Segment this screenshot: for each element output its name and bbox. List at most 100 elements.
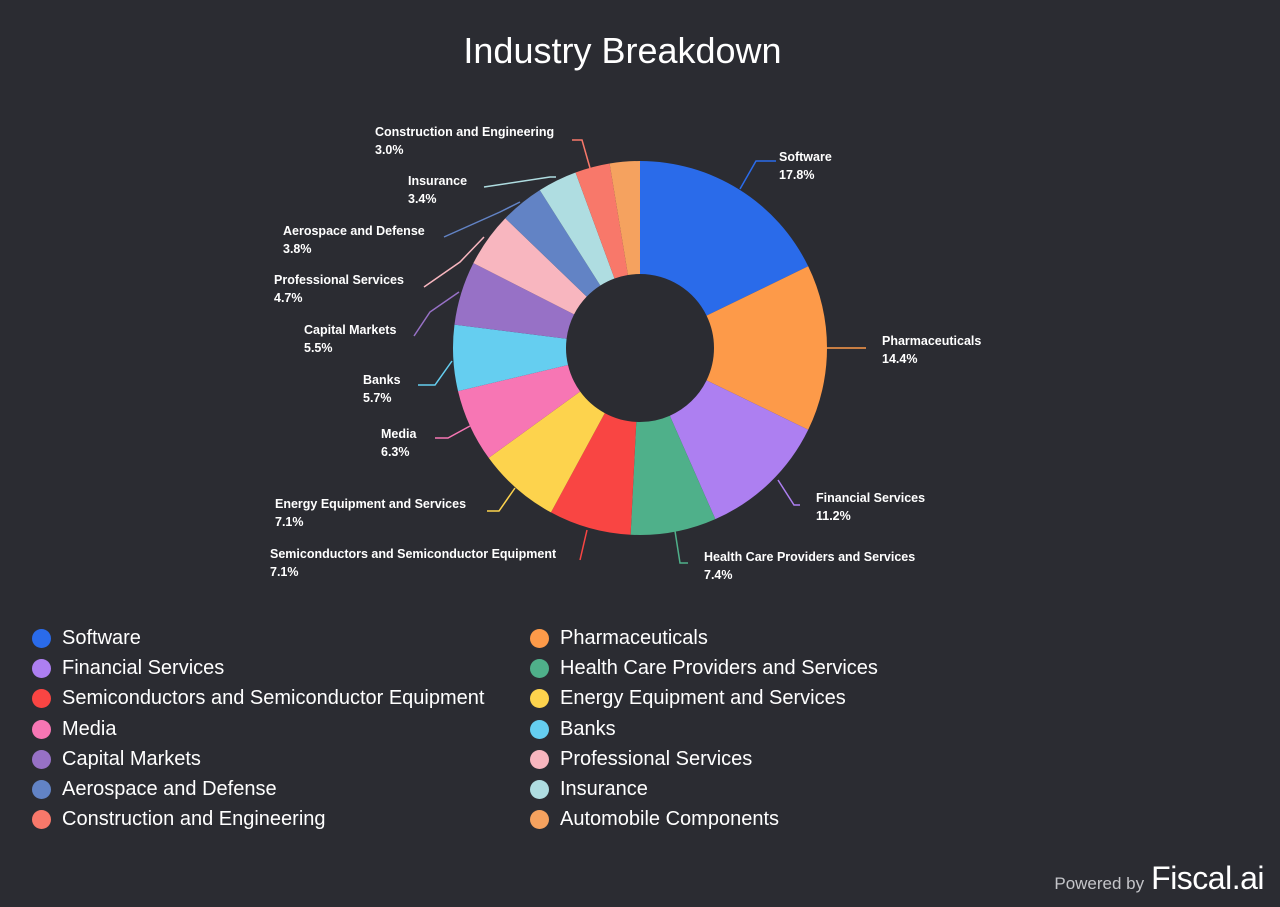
slice-label: Health Care Providers and Services bbox=[704, 550, 915, 564]
legend-item[interactable]: Semiconductors and Semiconductor Equipme… bbox=[32, 684, 530, 714]
legend-label: Professional Services bbox=[560, 747, 753, 770]
leader-line bbox=[674, 530, 688, 564]
leader-line bbox=[483, 176, 556, 188]
legend-item[interactable]: Construction and Engineering bbox=[32, 805, 530, 835]
slice-label: Software bbox=[779, 150, 832, 164]
legend-item[interactable]: Insurance bbox=[530, 774, 1028, 804]
legend-item[interactable]: Pharmaceuticals bbox=[530, 623, 1028, 653]
donut-chart: Software 17.8% Pharmaceuticals 14.4% Financi… bbox=[270, 125, 981, 582]
slice-percent-label: 11.2% bbox=[816, 509, 851, 523]
legend-label: Aerospace and Defense bbox=[62, 778, 277, 801]
brand-logo[interactable]: Fiscal.ai bbox=[1151, 860, 1264, 896]
slice-percent-label: 7.4% bbox=[704, 568, 733, 582]
slice-percent-label: 4.7% bbox=[274, 291, 303, 305]
legend-label: Pharmaceuticals bbox=[560, 626, 708, 649]
slice-label: Aerospace and Defense bbox=[283, 224, 425, 238]
slice-percent-label: 7.1% bbox=[270, 565, 299, 579]
legend-swatch bbox=[32, 749, 51, 769]
legend-swatch bbox=[530, 658, 549, 678]
legend-item[interactable]: Professional Services bbox=[530, 744, 1028, 774]
leader-line bbox=[413, 291, 460, 337]
legend-item[interactable]: Software bbox=[32, 623, 530, 653]
legend-swatch bbox=[32, 810, 51, 830]
legend-item[interactable]: Media bbox=[32, 714, 530, 744]
legend-swatch bbox=[32, 719, 51, 739]
leader-line bbox=[579, 529, 588, 561]
slice-percent-label: 17.8% bbox=[779, 168, 814, 182]
slice-insurance[interactable] bbox=[539, 172, 615, 286]
legend-label: Capital Markets bbox=[62, 747, 201, 770]
powered-by-text: Powered by bbox=[1054, 874, 1145, 893]
slice-construction-and-engineering[interactable] bbox=[575, 163, 628, 279]
legend-item[interactable]: Banks bbox=[530, 714, 1028, 744]
slice-percent-label: 7.1% bbox=[275, 515, 304, 529]
slice-label: Energy Equipment and Services bbox=[275, 497, 466, 511]
legend-item[interactable]: Energy Equipment and Services bbox=[530, 684, 1028, 714]
slice-percent-label: 5.7% bbox=[363, 391, 392, 405]
slice-label: Construction and Engineering bbox=[375, 125, 554, 139]
legend-label: Automobile Components bbox=[560, 808, 780, 831]
slice-percent-label: 14.4% bbox=[882, 352, 917, 366]
chart-legend: Software Pharmaceuticals Financial Service… bbox=[32, 623, 1032, 835]
legend-swatch bbox=[530, 628, 549, 648]
legend-label: Semiconductors and Semiconductor Equipme… bbox=[62, 687, 485, 710]
leader-line bbox=[418, 360, 453, 386]
slice-label: Pharmaceuticals bbox=[882, 334, 981, 348]
slice-media[interactable] bbox=[458, 365, 581, 458]
slice-professional-services[interactable] bbox=[473, 218, 587, 315]
leader-line bbox=[423, 236, 485, 288]
slice-semiconductors-and-semiconductor-equipment[interactable] bbox=[550, 413, 637, 535]
legend-swatch bbox=[530, 810, 549, 830]
slice-label: Banks bbox=[363, 373, 401, 387]
legend-label: Health Care Providers and Services bbox=[560, 656, 878, 679]
slice-percent-label: 3.0% bbox=[375, 143, 404, 157]
slice-financial-services[interactable] bbox=[669, 380, 809, 520]
legend-item[interactable]: Capital Markets bbox=[32, 744, 530, 774]
legend-swatch bbox=[530, 689, 549, 709]
slice-label: Semiconductors and Semiconductor Equipme… bbox=[270, 547, 557, 561]
slice-percent-label: 5.5% bbox=[304, 341, 333, 355]
legend-swatch bbox=[32, 780, 51, 800]
legend-label: Banks bbox=[560, 717, 616, 740]
leader-line bbox=[739, 160, 776, 190]
legend-swatch bbox=[530, 719, 549, 739]
leader-line bbox=[572, 139, 591, 169]
slice-energy-equipment-and-services[interactable] bbox=[488, 391, 605, 513]
legend-item[interactable]: Aerospace and Defense bbox=[32, 774, 530, 804]
slice-percent-label: 6.3% bbox=[381, 445, 410, 459]
leader-line bbox=[435, 425, 471, 439]
legend-label: Energy Equipment and Services bbox=[560, 687, 846, 710]
footer-branding: Powered by Fiscal.ai bbox=[1054, 860, 1264, 897]
legend-item[interactable]: Automobile Components bbox=[530, 805, 1028, 835]
slice-banks[interactable] bbox=[453, 324, 568, 392]
slice-label: Financial Services bbox=[816, 491, 925, 505]
legend-label: Software bbox=[62, 626, 141, 649]
slice-label: Media bbox=[381, 427, 417, 441]
leader-line bbox=[487, 487, 516, 512]
legend-swatch bbox=[32, 689, 51, 709]
slice-pharmaceuticals[interactable] bbox=[706, 266, 827, 430]
legend-label: Insurance bbox=[560, 778, 648, 801]
legend-swatch bbox=[32, 658, 51, 678]
leader-line bbox=[777, 479, 800, 506]
slice-label: Professional Services bbox=[274, 273, 404, 287]
legend-swatch bbox=[530, 749, 549, 769]
slice-percent-label: 3.4% bbox=[408, 192, 437, 206]
legend-item[interactable]: Health Care Providers and Services bbox=[530, 653, 1028, 683]
slice-health-care-providers-and-services[interactable] bbox=[630, 415, 716, 535]
slice-label: Capital Markets bbox=[304, 323, 396, 337]
legend-item[interactable]: Financial Services bbox=[32, 653, 530, 683]
leader-line bbox=[443, 201, 521, 238]
legend-label: Media bbox=[62, 717, 117, 740]
slice-percent-label: 3.8% bbox=[283, 242, 312, 256]
slice-software[interactable] bbox=[640, 161, 809, 316]
legend-swatch bbox=[530, 780, 549, 800]
slice-automobile-components[interactable] bbox=[609, 161, 640, 275]
slice-aerospace-and-defense[interactable] bbox=[505, 190, 601, 297]
slice-capital-markets[interactable] bbox=[454, 263, 575, 339]
legend-label: Financial Services bbox=[62, 656, 225, 679]
legend-swatch bbox=[32, 628, 51, 648]
legend-label: Construction and Engineering bbox=[62, 808, 326, 831]
slice-label: Insurance bbox=[408, 174, 467, 188]
